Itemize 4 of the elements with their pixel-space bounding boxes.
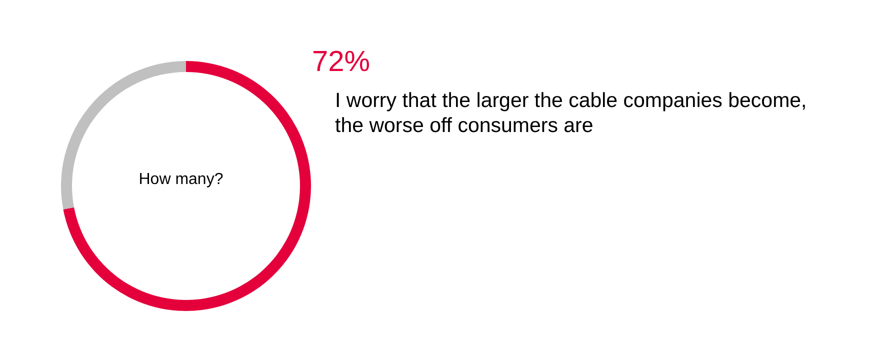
data-label: 72% [312, 46, 370, 79]
donut-slice [63, 61, 311, 311]
text: I worry that the larger the cable companies become, the worse off consumers are [335, 88, 808, 138]
text: How many? [138, 171, 224, 189]
